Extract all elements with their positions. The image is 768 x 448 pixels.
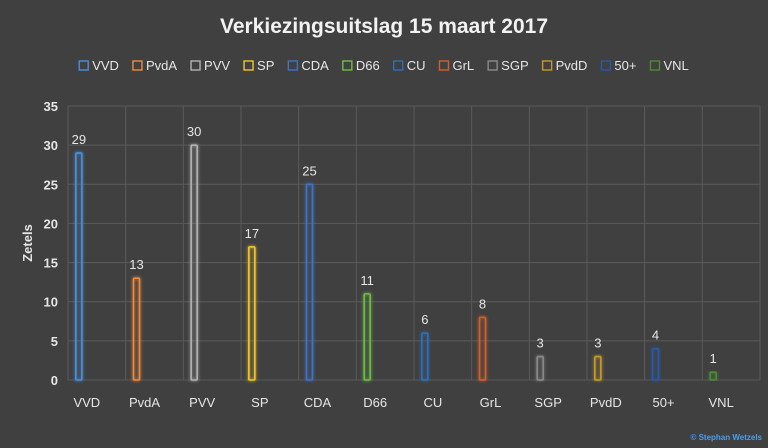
legend-swatch: [600, 60, 612, 71]
y-tick-label: 15: [44, 256, 58, 271]
legend-entry: D66: [356, 58, 380, 73]
y-tick-label: 30: [44, 138, 58, 153]
x-tick-label: CDA: [304, 395, 332, 410]
bars: [75, 144, 717, 381]
bar-pvda: [132, 277, 141, 381]
x-tick-label: VVD: [73, 395, 100, 410]
data-label: 25: [302, 163, 316, 178]
x-tick-label: PvdA: [129, 395, 160, 410]
x-tick-label: CU: [423, 395, 442, 410]
bar-grl: [478, 316, 487, 381]
y-axis-ticks: 0 5 10 15 20 25 30 35: [44, 99, 58, 388]
legend-entry: 50+: [614, 58, 636, 73]
data-labels: 29 13 30 17 25 11 6 8 3 3 4 1: [72, 124, 717, 366]
legend-entry: GrL: [452, 58, 474, 73]
y-tick-label: 0: [51, 373, 58, 388]
legend-entry: VNL: [663, 58, 688, 73]
legend-swatch: [649, 60, 661, 71]
bar-cda: [305, 183, 314, 381]
bar-pvdd: [594, 355, 602, 381]
legend-swatch: [541, 60, 553, 71]
data-label: 6: [421, 312, 428, 327]
y-axis-label: Zetels: [20, 224, 35, 262]
x-tick-label: D66: [363, 395, 387, 410]
data-label: 30: [187, 124, 201, 139]
legend-entry: PVV: [204, 58, 230, 73]
bar-sp: [248, 246, 256, 381]
legend-swatch: [190, 60, 201, 71]
legend-entry: SGP: [501, 58, 528, 73]
legend-swatch: [132, 60, 143, 71]
bar-d66: [363, 293, 371, 381]
x-tick-label: PVV: [189, 395, 215, 410]
x-tick-label: 50+: [652, 395, 674, 410]
chart-title: Verkiezingsuitslag 15 maart 2017: [220, 15, 548, 38]
legend-swatch: [78, 60, 89, 71]
x-tick-label: SGP: [534, 395, 561, 410]
legend-swatch: [342, 60, 353, 71]
x-tick-label: GrL: [480, 395, 502, 410]
data-label: 3: [594, 336, 601, 351]
legend-swatch: [243, 60, 254, 71]
legend-entry: CU: [407, 58, 426, 73]
legend-swatch: [487, 60, 498, 71]
y-tick-label: 10: [44, 295, 58, 310]
legend-entry: PvdA: [146, 58, 177, 73]
data-label: 17: [245, 226, 259, 241]
bar-vnl: [709, 371, 717, 381]
credit-text: © Stephan Wetzels: [690, 433, 762, 442]
bar-pvv: [190, 144, 198, 381]
y-tick-label: 5: [51, 334, 58, 349]
y-tick-label: 20: [44, 216, 58, 231]
legend-swatch: [287, 60, 299, 71]
legend-entry: CDA: [301, 58, 329, 73]
legend-entry: PvdD: [556, 58, 588, 73]
data-label: 8: [479, 296, 486, 311]
data-label: 4: [652, 328, 659, 343]
y-tick-label: 35: [44, 99, 58, 114]
data-label: 13: [129, 257, 143, 272]
x-tick-label: SP: [251, 395, 268, 410]
gridlines: [67, 105, 761, 381]
legend-entry: SP: [257, 58, 274, 73]
bar-cu: [421, 332, 429, 381]
y-tick-label: 25: [44, 177, 58, 192]
legend-swatch: [438, 60, 450, 71]
data-label: 29: [72, 132, 86, 147]
x-tick-label: PvdD: [590, 395, 622, 410]
bar-sgp: [536, 355, 544, 381]
legend-swatch: [393, 60, 404, 71]
legend: VVD PvdA PVV SP CDA D66 CU GrL SGP PvdD 50+ VNL: [78, 58, 689, 73]
bar-50+: [651, 347, 660, 381]
data-label: 11: [360, 273, 374, 288]
data-label: 1: [710, 351, 717, 366]
x-tick-label: VNL: [709, 395, 734, 410]
bar-vvd: [75, 152, 83, 381]
legend-entry: VVD: [92, 58, 119, 73]
data-label: 3: [537, 336, 544, 351]
x-axis-ticks: VVD PvdA PVV SP CDA D66 CU GrL SGP PvdD 50+ VNL: [73, 395, 733, 410]
